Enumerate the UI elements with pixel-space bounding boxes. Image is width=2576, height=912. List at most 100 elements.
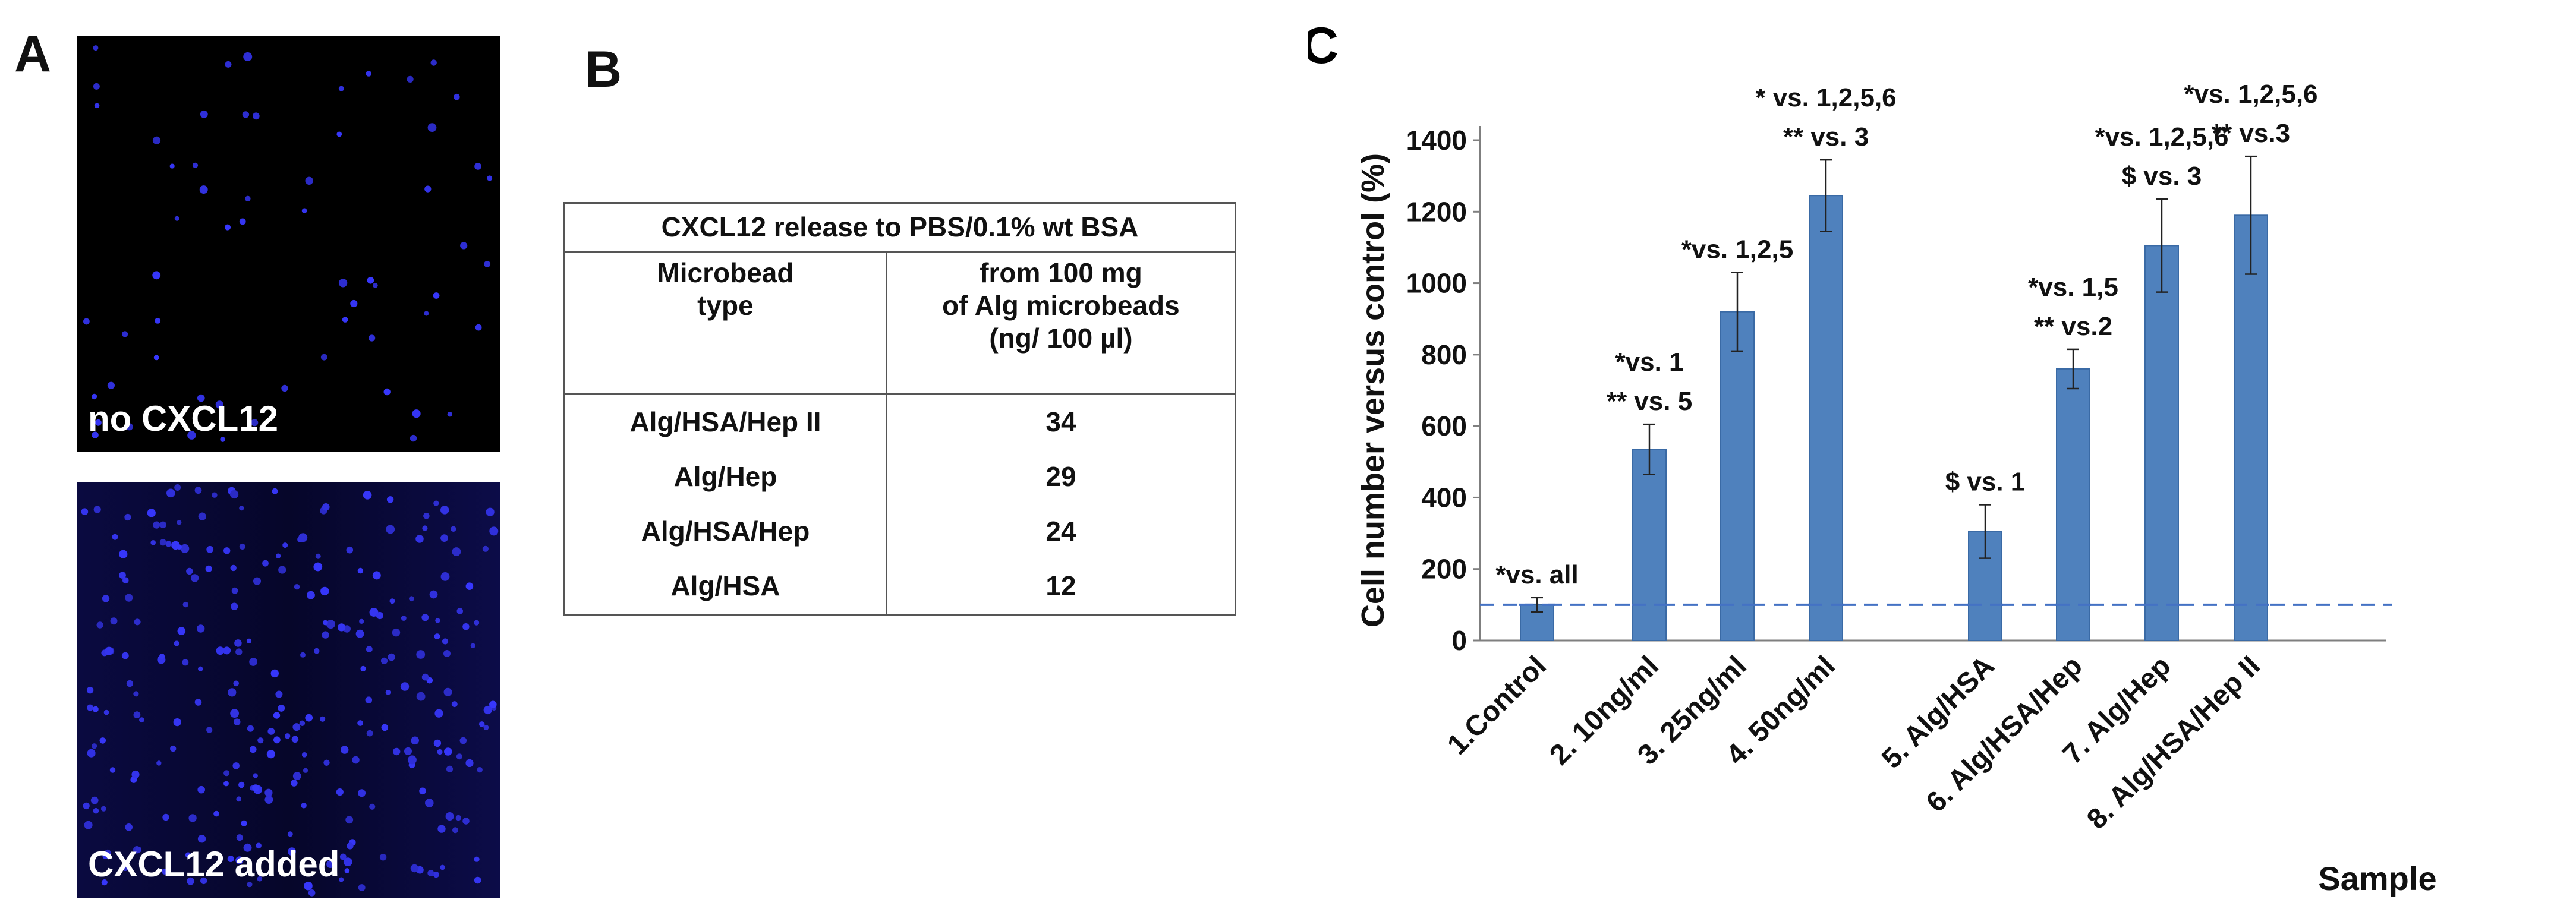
cell-nucleus: [257, 876, 263, 882]
cell-nucleus: [320, 716, 326, 722]
cell-nucleus: [430, 59, 437, 66]
cell-nucleus: [121, 652, 129, 659]
bar: [2056, 368, 2090, 642]
cell-nucleus: [239, 218, 246, 225]
bar: [2234, 214, 2268, 641]
significance-annotation: * vs. 1,2,5,6: [1755, 83, 1896, 112]
cell-nucleus: [326, 620, 335, 629]
cell-nucleus: [200, 110, 208, 118]
cell-nucleus: [407, 755, 417, 765]
table-header-release: from 100 mg of Alg microbeads (ng/ 100 µ…: [885, 251, 1237, 395]
cell-nucleus: [230, 709, 239, 718]
significance-annotation: *vs. 1,2,5,6: [2184, 80, 2317, 109]
cell-nucleus: [451, 701, 458, 708]
cell-nucleus: [87, 749, 96, 758]
cell-nucleus: [489, 700, 497, 709]
x-axis-label: Sample: [2318, 860, 2436, 897]
table-caption: CXCL12 release to PBS/0.1% wt BSA: [563, 202, 1236, 253]
cell-nucleus: [225, 224, 231, 231]
cell-nucleus: [423, 513, 430, 519]
cell-nucleus: [239, 543, 245, 550]
cell-nucleus: [385, 690, 391, 695]
cell-nucleus: [187, 431, 196, 440]
cell-nucleus: [230, 490, 239, 499]
cell-nucleus: [299, 720, 306, 726]
cell-nucleus: [298, 533, 308, 542]
row-value: 34: [885, 394, 1237, 450]
cell-nucleus: [231, 587, 238, 594]
significance-annotation: *vs. 1,2,5: [1681, 235, 1793, 264]
cell-nucleus: [230, 564, 237, 572]
cell-nucleus: [83, 318, 90, 325]
cell-nucleus: [253, 773, 258, 778]
cell-nucleus: [301, 752, 307, 758]
cell-nucleus: [197, 394, 205, 402]
cell-nucleus: [366, 71, 372, 77]
bar: [1720, 311, 1755, 641]
cell-nucleus: [459, 737, 467, 744]
cell-nucleus: [278, 705, 285, 712]
cell-nucleus: [336, 131, 342, 137]
cell-nucleus: [125, 823, 133, 831]
cell-nucleus: [376, 611, 383, 620]
cell-nucleus: [440, 506, 449, 515]
background-glow: [77, 482, 500, 898]
cell-nucleus: [223, 646, 231, 655]
header-release-line-1: from 100 mg: [980, 257, 1142, 288]
micrograph-no-cxcl12: no CXCL12: [77, 36, 500, 452]
cell-nucleus: [174, 640, 179, 646]
cell-nucleus: [301, 803, 307, 809]
cell-nucleus: [270, 669, 279, 678]
cell-nucleus: [243, 843, 252, 852]
cell-nucleus: [482, 545, 489, 552]
cell-nucleus: [452, 547, 461, 556]
cell-nucleus: [429, 590, 438, 599]
cell-nucleus: [187, 877, 194, 885]
cell-nucleus: [153, 521, 160, 529]
cell-nucleus: [236, 834, 243, 841]
cell-nucleus: [465, 582, 474, 590]
cell-nucleus: [434, 633, 440, 640]
panel-a-letter: A: [14, 26, 52, 83]
cell-nucleus: [366, 730, 373, 737]
cell-nucleus: [474, 876, 481, 884]
cell-nucleus: [155, 318, 161, 324]
cell-nucleus: [252, 784, 259, 791]
bar: [2144, 245, 2179, 641]
cell-nucleus: [252, 112, 260, 120]
cell-nucleus: [304, 881, 313, 891]
cell-nucleus: [110, 617, 118, 625]
cell-nucleus: [267, 728, 275, 735]
cell-nucleus: [435, 618, 440, 623]
cell-nucleus: [307, 591, 315, 599]
cell-nucleus: [134, 618, 141, 626]
cell-nucleus: [421, 614, 429, 621]
cell-nucleus: [433, 292, 440, 299]
significance-annotation: *vs. 1: [1615, 348, 1684, 377]
cell-nucleus: [323, 759, 330, 766]
cell-nucleus: [165, 541, 172, 547]
cell-nucleus: [407, 75, 414, 83]
cell-nucleus: [119, 550, 128, 558]
significance-annotation: ** vs.3: [2212, 119, 2290, 148]
cell-nucleus: [292, 772, 301, 780]
cell-nucleus: [83, 802, 90, 810]
cell-nucleus: [367, 277, 374, 284]
cell-nucleus: [313, 648, 320, 654]
cell-nucleus: [272, 488, 278, 494]
cell-nucleus: [185, 852, 191, 858]
header-type-line-2: type: [697, 290, 754, 321]
cell-nucleus: [425, 799, 434, 807]
cell-nucleus: [173, 718, 181, 727]
cell-nucleus: [234, 639, 242, 647]
cell-nucleus: [238, 781, 245, 788]
cell-nucleus: [437, 825, 446, 833]
cell-nucleus: [447, 412, 452, 417]
cell-nucleus: [301, 208, 307, 214]
cell-nucleus: [359, 618, 364, 624]
cell-nucleus: [478, 721, 485, 727]
cell-nucleus: [95, 419, 102, 426]
cell-nucleus: [122, 331, 128, 337]
cell-nucleus: [216, 646, 225, 655]
cell-nucleus: [233, 718, 241, 725]
